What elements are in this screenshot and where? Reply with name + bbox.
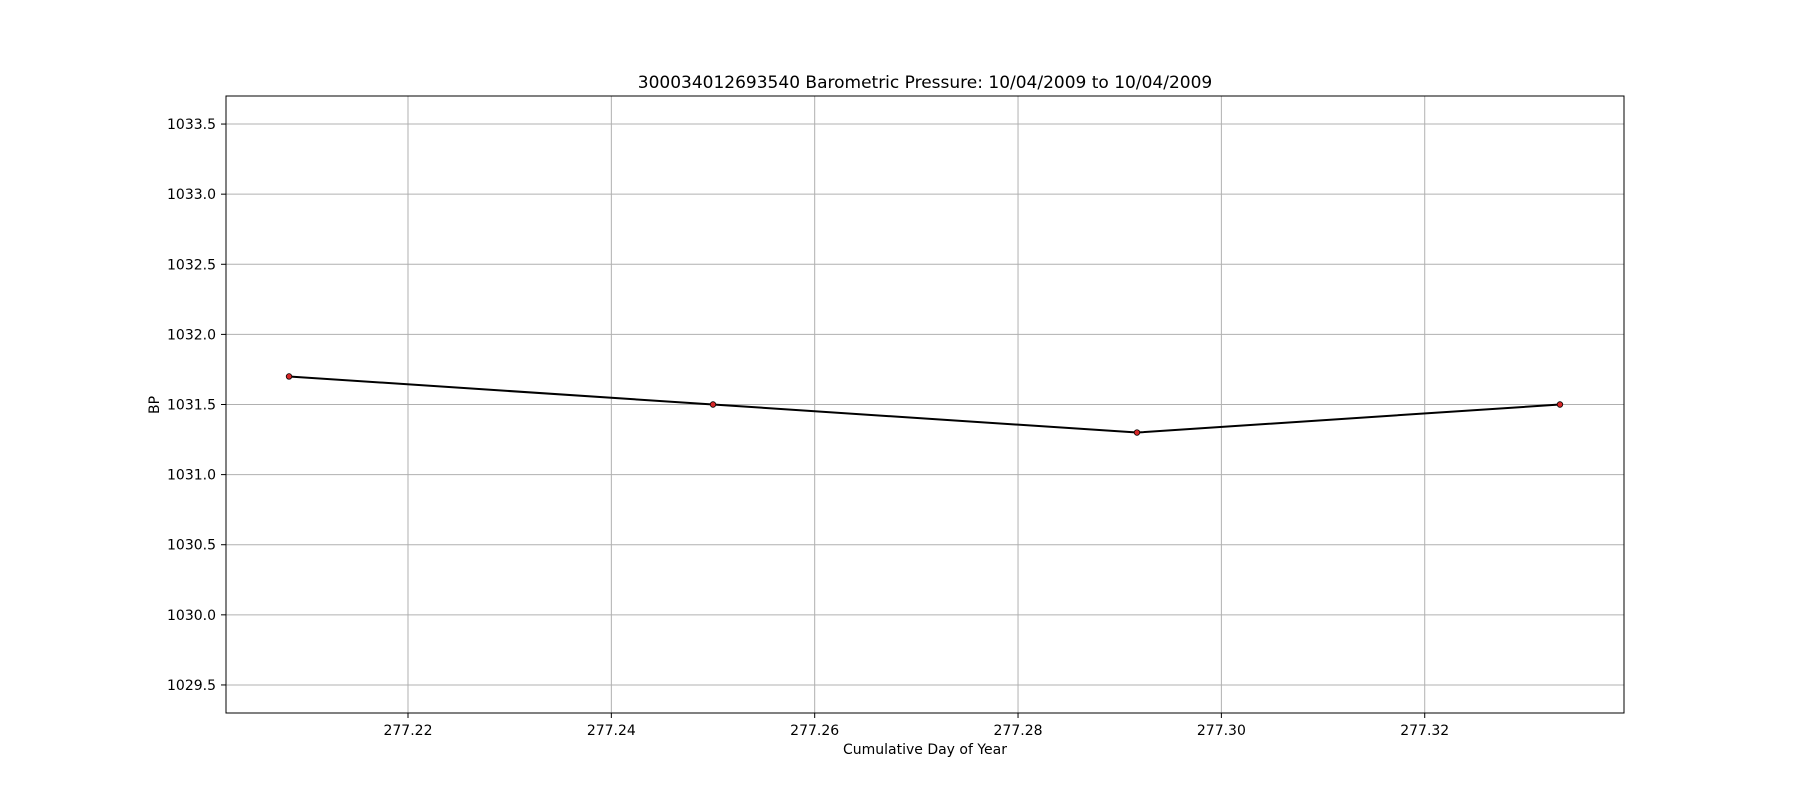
series-layer xyxy=(285,373,1564,436)
y-tick-label: 1030.5 xyxy=(167,538,216,554)
plot-frame xyxy=(225,95,1625,714)
y-tick-label: 1030.0 xyxy=(167,608,216,624)
x-tick-label: 277.24 xyxy=(587,723,636,739)
chart-title: 300034012693540 Barometric Pressure: 10/… xyxy=(638,73,1212,93)
series-line xyxy=(288,375,1561,434)
y-tick-label: 1031.5 xyxy=(167,398,216,414)
x-axis-label: Cumulative Day of Year xyxy=(843,742,1007,758)
y-tick-label: 1032.5 xyxy=(167,257,216,273)
y-tick-label: 1031.0 xyxy=(167,468,216,484)
x-tick-label: 277.32 xyxy=(1400,723,1449,739)
x-axis-ticks: 277.22 277.24 277.26 277.28 277.30 277.32 xyxy=(383,713,1449,739)
y-tick-label: 1029.5 xyxy=(167,678,216,694)
data-point xyxy=(709,401,717,408)
x-tick-label: 277.28 xyxy=(994,723,1043,739)
y-axis-label: BP xyxy=(147,396,163,414)
data-point xyxy=(1133,429,1141,436)
data-point xyxy=(1556,401,1564,408)
x-tick-label: 277.30 xyxy=(1197,723,1246,739)
data-point xyxy=(285,373,293,380)
x-tick-label: 277.22 xyxy=(383,723,432,739)
grid-lines xyxy=(226,96,1624,713)
y-tick-label: 1033.0 xyxy=(167,187,216,203)
y-tick-label: 1033.5 xyxy=(167,117,216,133)
x-tick-label: 277.26 xyxy=(790,723,839,739)
y-axis-ticks: 1029.5 1030.0 1030.5 1031.0 1031.5 1032.0 1032… xyxy=(167,117,226,694)
y-tick-label: 1032.0 xyxy=(167,327,216,343)
